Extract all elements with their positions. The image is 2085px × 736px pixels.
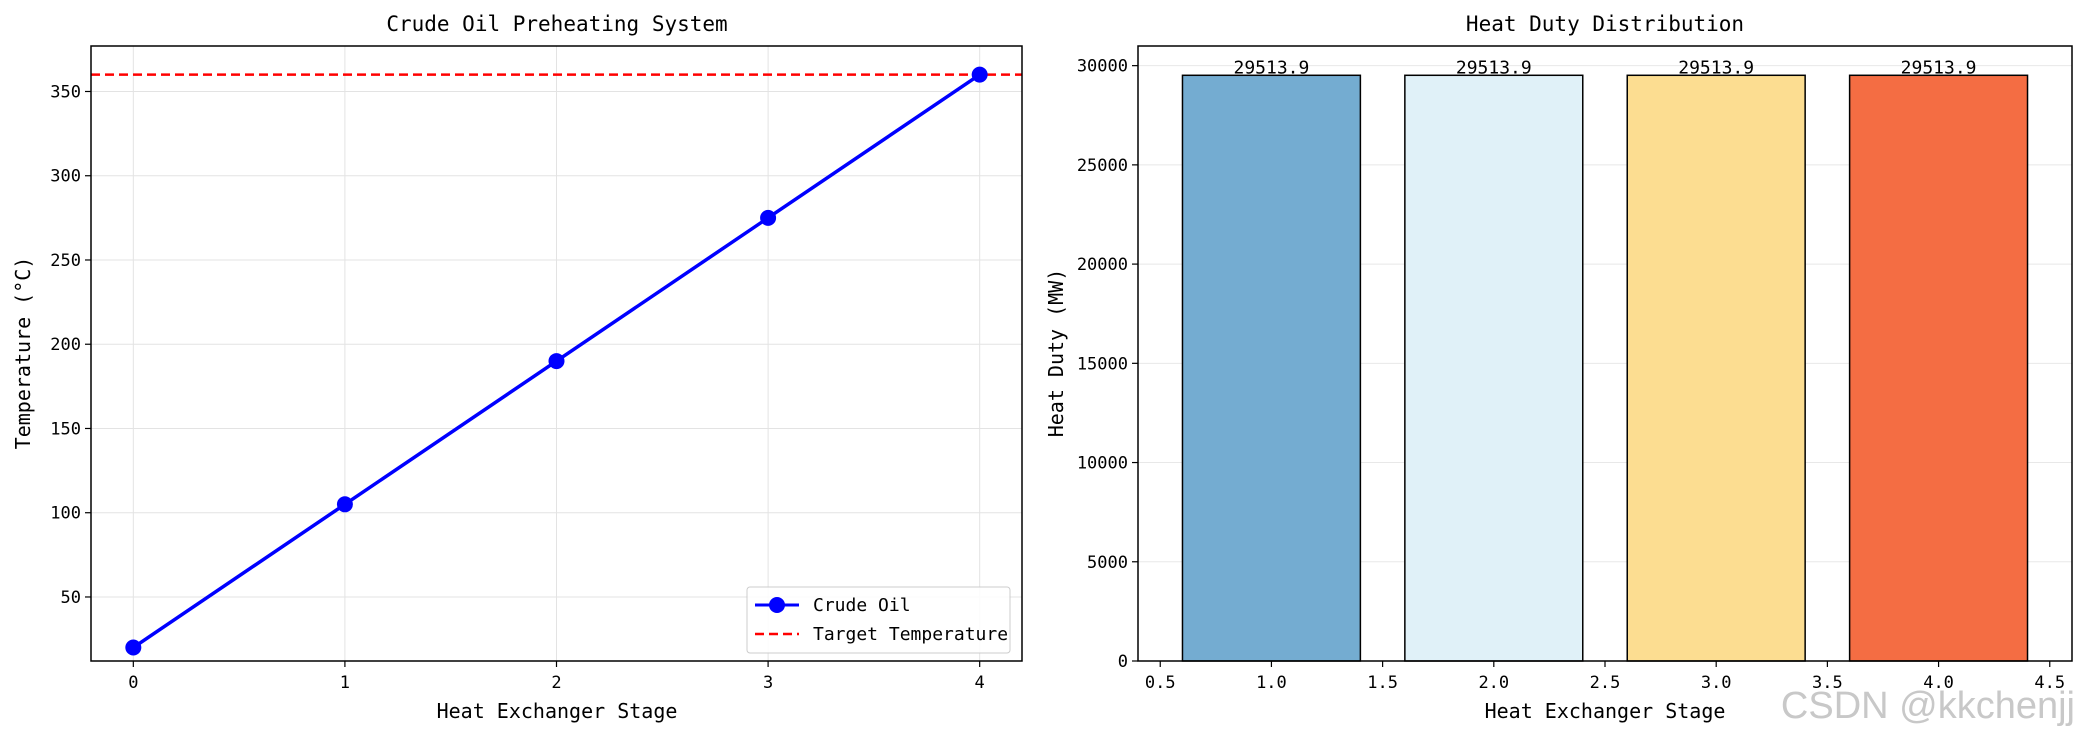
data-point [125,639,142,656]
watermark: CSDN @kkchenjj [1781,685,2075,727]
bar [1181,74,1362,662]
chart-title: Heat Duty Distribution [1466,12,1744,36]
y-tick-label: 30000 [1077,57,1128,77]
y-tick-label: 0 [1118,652,1128,672]
x-axis-label: Heat Exchanger Stage [1485,699,1726,723]
data-point [336,496,353,513]
y-axis-label: Heat Duty (MW) [1044,269,1068,438]
bar-value-label: 29513.9 [1901,57,1977,78]
bar-value-label: 29513.9 [1233,57,1309,78]
y-axis-ticks: 0 5000 10000 15000 20000 25000 30000 [1077,57,1138,672]
x-tick-label: 1.5 [1367,673,1398,693]
y-tick-label: 150 [50,419,81,439]
y-axis-label: Temperature (°C) [11,257,35,450]
x-axis-ticks: 0.5 1.0 1.5 2.0 2.5 3.0 3.5 4.0 4.5 [1145,661,2065,693]
y-tick-label: 20000 [1077,255,1128,275]
y-tick-label: 200 [50,335,81,355]
y-tick-label: 15000 [1077,354,1128,374]
legend-frame [746,586,1011,654]
x-tick-label: 1 [340,673,350,693]
legend-entry-target-temperature: Target Temperature [813,624,1008,645]
y-tick-label: 300 [50,167,81,187]
heat-duty-bar-chart: Heat Duty Distribution 29513.9 29513.9 295… [1044,12,2073,723]
y-tick-label: 10000 [1077,454,1128,474]
series [125,66,988,656]
x-axis-label: Heat Exchanger Stage [437,699,678,723]
x-axis-ticks: 0 1 2 3 4 [128,661,985,693]
bar-value-labels: 29513.9 29513.9 29513.9 29513.9 [1233,57,1976,78]
x-tick-label: 0.5 [1145,673,1176,693]
bar-value-label: 29513.9 [1456,57,1532,78]
y-axis-ticks: 50 100 150 200 250 300 350 [50,82,91,608]
bar-value-label: 29513.9 [1678,57,1754,78]
x-tick-label: 2.0 [1478,673,1509,693]
bar [1626,74,1806,662]
x-tick-label: 3.5 [1812,673,1843,693]
temperature-line-chart: Crude Oil Preheating System 0 1 2 3 4 50 100 1… [11,12,1023,723]
x-tick-label: 4.5 [2034,673,2065,693]
legend-marker-swatch [769,597,785,613]
legend: Crude Oil Target Temperature [746,586,1011,654]
y-tick-label: 25000 [1077,156,1128,176]
grid [91,46,1022,661]
y-tick-label: 50 [61,588,81,608]
x-tick-label: 2.5 [1590,673,1621,693]
data-point [548,353,565,370]
x-tick-label: 4 [975,673,985,693]
y-tick-label: 100 [50,504,81,524]
x-tick-label: 2 [551,673,561,693]
data-point [971,66,988,83]
bar [1848,74,2029,662]
x-tick-label: 3 [763,673,773,693]
x-tick-label: 4.0 [1923,673,1954,693]
y-tick-label: 5000 [1087,553,1128,573]
y-tick-label: 350 [50,82,81,102]
bars [1181,74,2029,662]
data-point [760,209,777,226]
x-tick-label: 3.0 [1701,673,1732,693]
y-tick-label: 250 [50,251,81,271]
bar [1404,74,1584,662]
x-tick-label: 0 [128,673,138,693]
chart-title: Crude Oil Preheating System [386,12,727,36]
x-tick-label: 1.0 [1256,673,1287,693]
legend-entry-crude-oil: Crude Oil [813,595,911,616]
